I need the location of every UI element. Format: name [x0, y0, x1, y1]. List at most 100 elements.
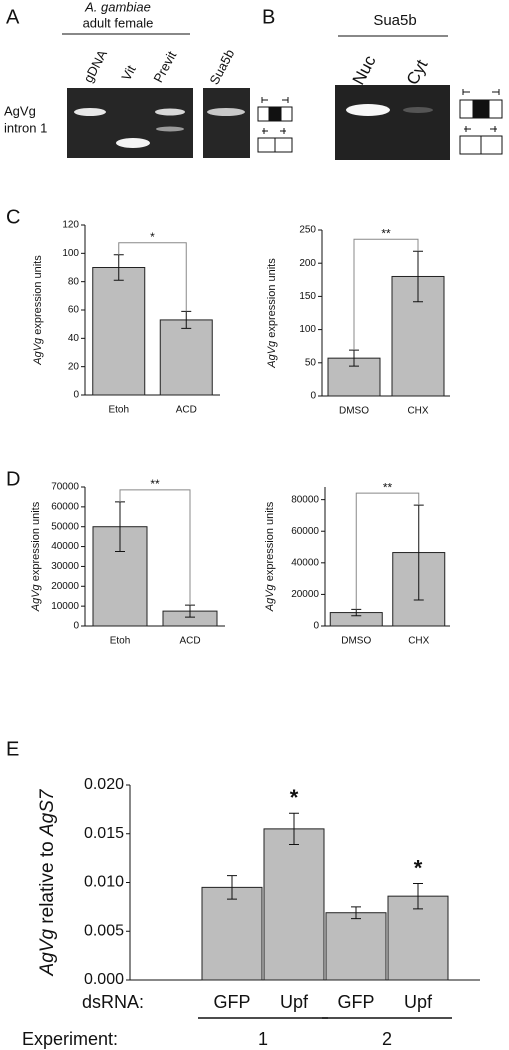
stage: adult female: [83, 15, 154, 30]
gel-band: [207, 108, 245, 116]
y-tick-label: 0.000: [84, 971, 124, 988]
y-axis-label: AgVg expression units: [32, 255, 44, 366]
x-tick-label: GFP: [213, 992, 250, 1012]
bar: [159, 319, 213, 396]
y-axis-label-part: AgVg: [37, 929, 58, 977]
y-axis-label-part: expression units: [30, 501, 42, 584]
significance-bracket: [353, 238, 419, 351]
x-tick-label: DMSO: [339, 406, 369, 417]
lane-label: Cyt: [403, 56, 432, 88]
gel-band: [403, 107, 433, 113]
y-tick-label: 100: [299, 324, 316, 335]
bar: [387, 895, 449, 981]
y-tick-label: 200: [299, 258, 316, 269]
bar: [263, 828, 325, 981]
significance-star: *: [414, 855, 423, 880]
bar: [325, 912, 387, 981]
y-tick-label: 50: [305, 357, 317, 368]
y-axis-label: AgVg expression units: [266, 258, 278, 369]
y-axis-label: AgVg expression units: [264, 501, 276, 612]
intron-diagram: [459, 89, 503, 155]
error-bar: [413, 504, 424, 601]
intron-diagram: [257, 97, 293, 153]
significance-label: **: [383, 480, 393, 494]
y-tick-label: 60000: [51, 501, 79, 512]
bar: [201, 886, 263, 981]
significance-star: *: [290, 785, 299, 810]
y-tick-label: 50000: [51, 521, 79, 532]
y-tick-label: 0: [73, 390, 79, 401]
significance-label: **: [150, 477, 160, 491]
y-tick-label: 100: [62, 248, 79, 259]
gel-band: [116, 138, 150, 148]
lane-label: gDNA: [80, 47, 110, 85]
y-axis-label-part: AgVg: [264, 583, 276, 612]
y-tick-label: 0: [73, 621, 79, 632]
significance-bracket: [355, 492, 420, 610]
lane-label: Sua5b: [206, 47, 237, 87]
gel-band: [155, 108, 185, 116]
lane-label: Nuc: [349, 52, 380, 88]
y-tick-label: 0.015: [84, 825, 124, 842]
x-tick-label: CHX: [408, 636, 429, 647]
y-axis-label-part: expression units: [32, 255, 44, 338]
x-tick-label: CHX: [407, 406, 428, 417]
y-tick-label: 20000: [291, 589, 319, 600]
y-tick-label: 0: [313, 621, 319, 632]
lane-label: Vit: [118, 62, 138, 83]
error-bar: [351, 906, 361, 920]
x-tick-label: Etoh: [108, 405, 129, 416]
y-axis-label-part: AgVg: [32, 337, 44, 366]
y-tick-label: 80000: [291, 494, 319, 505]
panel-letter: C: [6, 206, 20, 228]
y-tick-label: 0.010: [84, 874, 124, 891]
significance-bracket: [119, 489, 191, 606]
y-tick-label: 0: [310, 391, 316, 402]
error-bar: [227, 875, 237, 900]
gel-band: [74, 108, 106, 116]
y-tick-label: 30000: [51, 561, 79, 572]
error-bar: [115, 501, 125, 553]
y-axis-label: AgVg relative to AgS7: [37, 788, 58, 976]
y-axis-label-part: AgS7: [37, 788, 58, 837]
x-tick-label: ACD: [179, 636, 200, 647]
group-label: Experiment:: [22, 1029, 118, 1049]
y-axis-label-part: relative to: [37, 836, 58, 929]
x-tick-label: GFP: [337, 992, 374, 1012]
y-tick-label: 40: [68, 333, 80, 344]
significance-label: **: [381, 226, 391, 240]
y-tick-label: 60: [68, 305, 80, 316]
category-label: dsRNA:: [82, 992, 144, 1012]
y-tick-label: 0.005: [84, 922, 124, 939]
error-bar: [289, 812, 299, 845]
y-tick-label: 250: [299, 225, 316, 236]
gel: [203, 88, 250, 158]
y-tick-label: 70000: [51, 482, 79, 493]
error-bar: [351, 608, 362, 617]
panel-letter: A: [6, 6, 20, 28]
y-tick-label: 10000: [51, 601, 79, 612]
significance-bracket: [118, 242, 187, 312]
y-tick-label: 150: [299, 291, 316, 302]
header: Sua5b: [373, 12, 416, 29]
y-tick-label: 60000: [291, 526, 319, 537]
significance-label: *: [150, 230, 155, 244]
gel-band: [156, 126, 184, 132]
y-axis-label-part: expression units: [264, 501, 276, 584]
y-axis-label-part: AgVg: [266, 340, 278, 369]
y-tick-label: 120: [62, 220, 79, 231]
gel-band: [346, 104, 390, 116]
panel-letter: B: [262, 6, 275, 28]
row-label: AgVg: [4, 103, 36, 118]
gel: [335, 85, 450, 160]
y-tick-label: 20000: [51, 581, 79, 592]
row-label: intron 1: [4, 120, 47, 135]
x-tick-label: Etoh: [110, 636, 131, 647]
y-tick-label: 40000: [51, 541, 79, 552]
error-bar: [413, 882, 423, 910]
group-name: 1: [258, 1029, 268, 1049]
y-axis-label-part: expression units: [266, 258, 278, 341]
y-axis-label: AgVg expression units: [30, 501, 42, 612]
y-tick-label: 80: [68, 276, 80, 287]
